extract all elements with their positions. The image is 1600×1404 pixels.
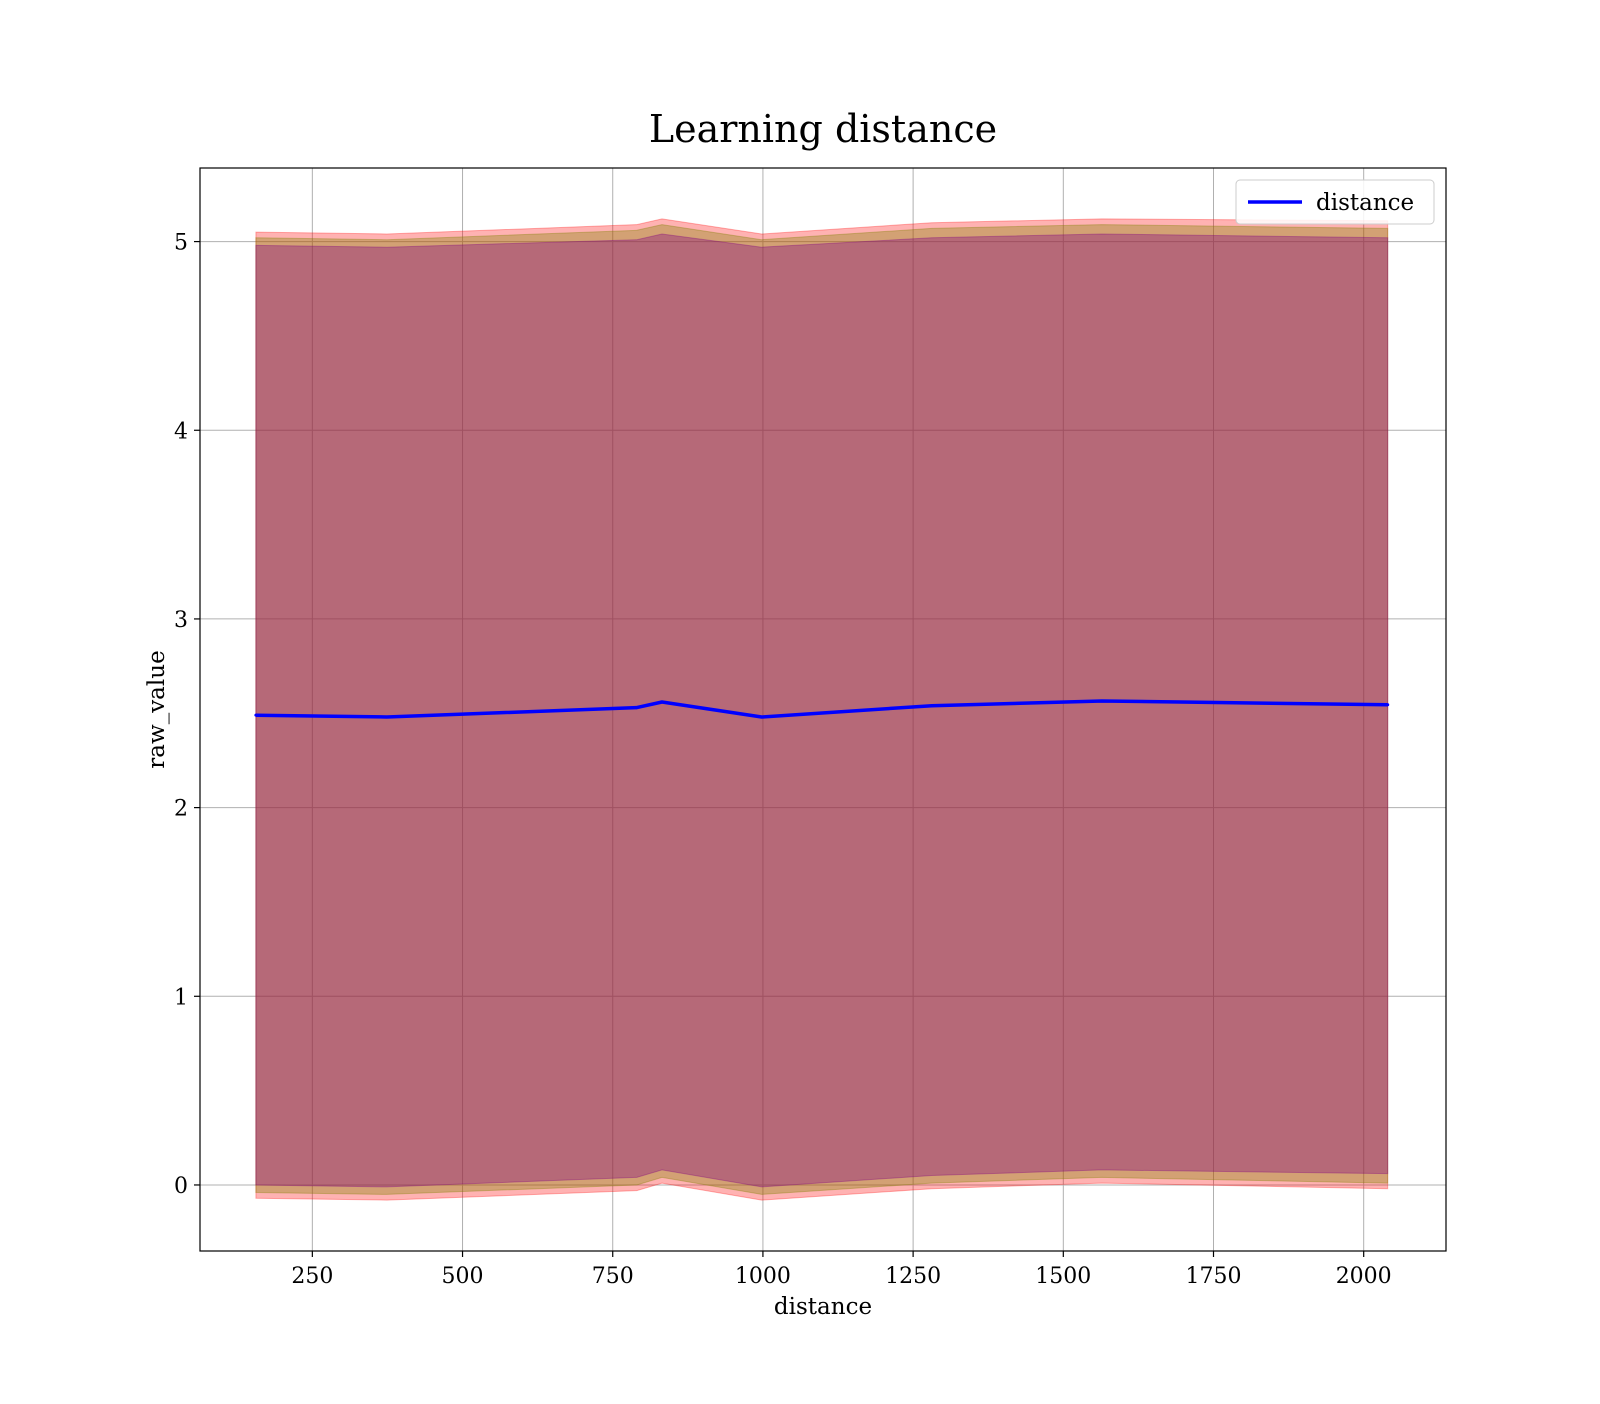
- chart-title: Learning distance: [649, 107, 997, 151]
- confidence-band-1: [255, 224, 1389, 1195]
- data-point: [254, 713, 258, 717]
- y-axis-ticks: 0 1 2 3 4 5: [174, 231, 200, 1199]
- data-point: [1386, 703, 1390, 707]
- confidence-band-2: [255, 233, 1389, 1188]
- data-point: [635, 706, 639, 710]
- y-tick-label: 3: [174, 608, 188, 633]
- x-tick-label: 1000: [735, 1264, 791, 1289]
- y-tick-label: 0: [174, 1174, 188, 1199]
- x-tick-label: 1500: [1035, 1264, 1091, 1289]
- data-point: [660, 700, 664, 704]
- data-point: [1100, 699, 1104, 703]
- x-tick-label: 2000: [1336, 1264, 1392, 1289]
- x-axis-label: distance: [774, 1294, 872, 1320]
- x-tick-label: 1750: [1186, 1264, 1242, 1289]
- y-axis-label: raw_value: [144, 650, 170, 768]
- series-line-distance: [255, 699, 1388, 719]
- y-tick-label: 2: [174, 797, 188, 822]
- x-tick-label: 1250: [885, 1264, 941, 1289]
- data-point: [760, 715, 764, 719]
- y-tick-label: 5: [174, 231, 188, 256]
- y-tick-label: 1: [174, 985, 188, 1010]
- x-axis-ticks: 250 500 750 1000 1250 1500 1750 2000: [291, 1251, 1392, 1289]
- legend-box: [1235, 179, 1435, 225]
- series-lines: [254, 699, 1390, 719]
- confidence-bands: [255, 218, 1389, 1201]
- plot-frame: [199, 167, 1447, 1252]
- y-tick-label: 4: [174, 419, 188, 444]
- data-point: [385, 715, 389, 719]
- x-tick-label: 750: [592, 1264, 634, 1289]
- x-tick-label: 250: [291, 1264, 333, 1289]
- confidence-band-0: [255, 218, 1389, 1201]
- legend: distance: [1235, 179, 1435, 225]
- data-point: [930, 704, 934, 708]
- x-tick-label: 500: [442, 1264, 484, 1289]
- grid: [200, 168, 1446, 1251]
- legend-label-distance: distance: [1316, 190, 1414, 216]
